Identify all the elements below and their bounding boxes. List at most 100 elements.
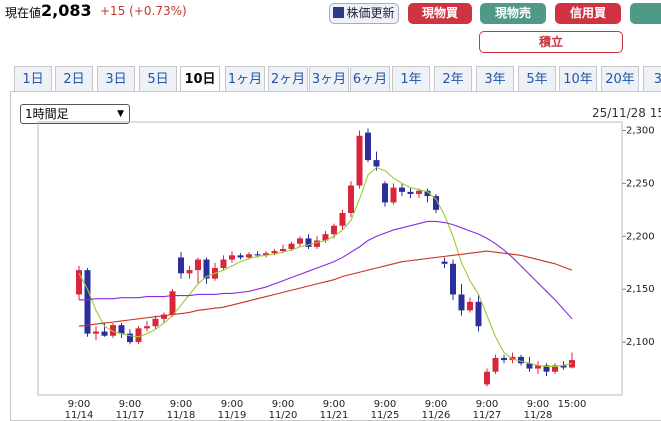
candle-body <box>475 301 482 327</box>
y-tick-label: 2,250 <box>626 178 655 189</box>
period-tab[interactable]: 20年 <box>601 66 639 91</box>
moving-average-line <box>78 250 573 327</box>
period-tab[interactable]: 1年 <box>392 66 430 91</box>
margin-sell-button[interactable] <box>630 3 661 24</box>
candle-body <box>127 333 133 343</box>
candle-body <box>373 160 380 167</box>
margin-buy-button[interactable]: 信用買 <box>555 3 621 24</box>
candle-body <box>331 225 337 235</box>
candle-body <box>416 190 422 194</box>
x-date-label: 11/28 <box>524 410 553 420</box>
period-tab[interactable]: 2年 <box>434 66 472 91</box>
y-tick-label: 2,100 <box>626 337 655 348</box>
y-tick-label: 2,300 <box>626 125 655 136</box>
x-date-label: 11/27 <box>473 410 502 420</box>
candle-body <box>152 318 159 327</box>
moving-average-line <box>78 166 573 367</box>
candle-body <box>467 301 473 311</box>
x-date-label: 11/26 <box>422 410 451 420</box>
candle-body <box>195 259 201 271</box>
x-tick-label: 9:00 <box>476 399 498 410</box>
x-tick-label: 9:00 <box>527 399 549 410</box>
candle-body <box>348 185 354 213</box>
period-tab[interactable]: 6ヶ月 <box>350 66 390 91</box>
period-tab[interactable]: 10年 <box>559 66 597 91</box>
x-tick-label: 15:00 <box>558 399 587 410</box>
period-tab[interactable]: 1日 <box>14 66 52 91</box>
candle-body <box>407 191 414 194</box>
period-tab[interactable]: 3年 <box>476 66 514 91</box>
candle-body <box>492 357 499 372</box>
candle-body <box>552 365 558 372</box>
plot-frame <box>37 121 623 396</box>
x-tick-label: 9:00 <box>119 399 141 410</box>
y-tick-label: 2,150 <box>626 284 655 295</box>
candle-body <box>339 213 346 226</box>
candle-body <box>297 238 303 244</box>
candle-body <box>254 254 261 256</box>
x-date-label: 11/20 <box>269 410 298 420</box>
price: 2,083 <box>41 1 92 20</box>
x-date-label: 11/25 <box>371 410 400 420</box>
moving-average-line <box>79 220 573 320</box>
candle-body <box>501 357 507 361</box>
period-tab[interactable]: 2日 <box>55 66 93 91</box>
candle-body <box>93 331 99 334</box>
candle-body <box>84 270 91 334</box>
candle-body <box>535 365 541 369</box>
accumulate-button[interactable]: 積立 <box>479 31 623 53</box>
period-tab[interactable]: 1ヶ月 <box>225 66 265 91</box>
x-tick-label: 9:00 <box>170 399 192 410</box>
candle-body <box>280 248 286 252</box>
period-tab[interactable]: 30 <box>643 66 661 91</box>
candle-body <box>203 259 210 279</box>
period-tab[interactable]: 5日 <box>139 66 177 91</box>
x-tick-label: 9:00 <box>68 399 90 410</box>
period-tab[interactable]: 10日 <box>180 66 220 91</box>
candle-body <box>288 243 295 249</box>
x-tick-label: 9:00 <box>425 399 447 410</box>
candle-body <box>441 261 448 264</box>
candle-body <box>560 365 567 368</box>
buy-button[interactable]: 現物買 <box>408 3 472 24</box>
candle-body <box>382 183 388 203</box>
candle-body <box>356 135 363 186</box>
candle-body <box>322 234 329 241</box>
x-date-label: 11/14 <box>65 410 94 420</box>
candle-body <box>237 255 244 258</box>
period-tab[interactable]: 5年 <box>518 66 556 91</box>
candle-body <box>518 356 524 364</box>
x-tick-label: 9:00 <box>221 399 243 410</box>
refresh-button[interactable]: 株価更新 <box>329 3 399 24</box>
period-tab[interactable]: 2ヶ月 <box>268 66 308 91</box>
candle-body <box>484 371 490 385</box>
candle-body <box>399 187 405 192</box>
candle-body <box>305 238 312 247</box>
interval-label: 1時間足 <box>25 107 69 121</box>
candle-body <box>178 257 184 274</box>
candle-body <box>186 270 193 274</box>
candle-body <box>543 365 550 372</box>
candle-body <box>169 291 176 315</box>
candle-body <box>110 325 116 336</box>
candle-body <box>365 132 371 161</box>
sell-button[interactable]: 現物売 <box>480 3 546 24</box>
x-tick-label: 9:00 <box>374 399 396 410</box>
candle-body <box>135 328 142 343</box>
interval-select[interactable]: 1時間足 ▼ <box>20 104 130 124</box>
price-change: +15 (+0.73%) <box>100 4 187 18</box>
period-tab[interactable]: 3ヶ月 <box>309 66 349 91</box>
x-date-label: 11/17 <box>116 410 145 420</box>
candle-body <box>390 187 397 203</box>
candle-body <box>526 363 533 369</box>
x-tick-label: 9:00 <box>272 399 294 410</box>
candle-body <box>424 190 431 197</box>
x-tick-label: 9:00 <box>323 399 345 410</box>
candle-body <box>76 270 82 295</box>
candle-body <box>246 254 252 258</box>
period-tab[interactable]: 3日 <box>97 66 135 91</box>
x-date-label: 11/18 <box>167 410 196 420</box>
candle-body <box>229 255 235 260</box>
